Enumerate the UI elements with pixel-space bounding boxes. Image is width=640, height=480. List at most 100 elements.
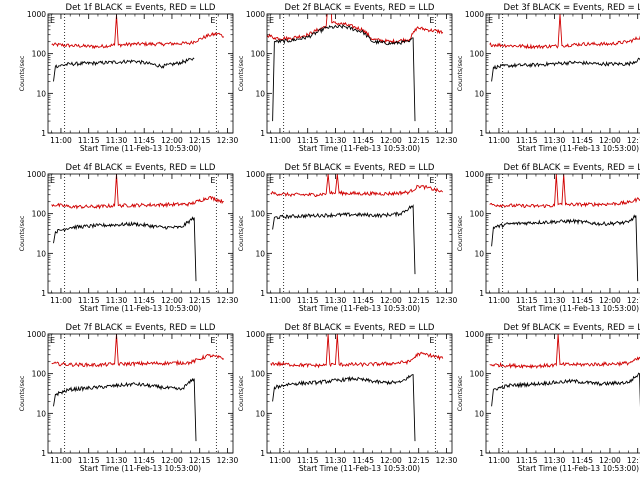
- y-tick-label: 1000: [246, 10, 265, 19]
- x-tick-label: 11:45: [352, 136, 374, 145]
- x-tick-label: 11:45: [571, 456, 593, 465]
- lld-series: [51, 14, 225, 50]
- x-tick-label: 12:15: [627, 296, 640, 305]
- x-axis-label: Start Time (11-Feb-13 10:53:00): [518, 464, 639, 473]
- lld-series: [489, 174, 640, 209]
- y-tick-label: 1000: [246, 170, 265, 179]
- lld-series: [267, 14, 444, 45]
- x-tick-label: 11:00: [50, 136, 72, 145]
- y-tick-label: 1000: [246, 330, 265, 339]
- y-tick-label: 10: [474, 409, 484, 418]
- y-tick-label: 1: [479, 289, 484, 298]
- y-tick-label: 1: [479, 449, 484, 458]
- y-axis-label: Counts/sec: [18, 375, 26, 411]
- x-tick-label: 11:00: [488, 456, 510, 465]
- event-end-marker: E: [210, 16, 215, 25]
- events-series: [53, 57, 195, 82]
- y-tick-label: 1000: [27, 10, 46, 19]
- x-axis-label: Start Time (11-Feb-13 10:53:00): [80, 464, 201, 473]
- y-tick-label: 1: [41, 289, 46, 298]
- chart-title: Det 8f BLACK = Events, RED = LLD: [285, 323, 435, 333]
- chart-title: Det 5f BLACK = Events, RED = LLD: [285, 163, 435, 173]
- y-axis-label: Counts/sec: [18, 215, 26, 251]
- x-tick-label: 12:15: [408, 296, 430, 305]
- plot-frame: [266, 173, 453, 294]
- x-tick-label: 11:00: [269, 136, 291, 145]
- event-start-marker: E: [50, 176, 55, 185]
- y-axis-label: Counts/sec: [456, 215, 464, 251]
- chart-title: Det 2f BLACK = Events, RED = LLD: [285, 3, 435, 13]
- x-tick-label: 12:30: [217, 456, 239, 465]
- x-tick-label: 11:15: [78, 296, 100, 305]
- plot-frame: [485, 13, 640, 134]
- x-tick-label: 11:45: [571, 296, 593, 305]
- x-tick-label: 12:15: [189, 136, 211, 145]
- y-tick-label: 10: [255, 409, 265, 418]
- y-tick-label: 10: [36, 409, 46, 418]
- y-tick-label: 1: [260, 129, 265, 138]
- y-tick-label: 100: [32, 50, 47, 59]
- chart-panel-4: Det 4f BLACK = Events, RED = LLD E E 1 10 100…: [18, 163, 238, 313]
- x-tick-label: 12:00: [380, 456, 402, 465]
- events-series: [491, 372, 640, 408]
- y-axis-label: Counts/sec: [237, 55, 245, 91]
- event-start-marker: E: [488, 176, 493, 185]
- x-tick-label: 12:30: [217, 136, 239, 145]
- x-tick-label: 11:00: [269, 456, 291, 465]
- x-tick-label: 12:00: [599, 136, 621, 145]
- y-tick-label: 10: [255, 249, 265, 258]
- x-tick-label: 11:15: [297, 456, 319, 465]
- x-tick-label: 12:30: [436, 296, 458, 305]
- x-tick-label: 12:30: [217, 296, 239, 305]
- chart-title: Det 9f BLACK = Events, RED = LLD: [504, 323, 640, 333]
- events-series: [491, 214, 639, 282]
- plot-frame: [485, 173, 640, 294]
- x-tick-label: 11:30: [106, 456, 128, 465]
- chart-panel-8: Det 8f BLACK = Events, RED = LLD E E 1 10 100…: [237, 323, 457, 473]
- event-start-marker: E: [50, 336, 55, 345]
- x-tick-label: 12:00: [380, 296, 402, 305]
- x-tick-label: 11:30: [325, 136, 347, 145]
- x-tick-label: 11:15: [516, 456, 538, 465]
- plot-frame: [266, 333, 453, 454]
- chart-panel-9: Det 9f BLACK = Events, RED = LLDEE110100…: [456, 323, 640, 473]
- x-tick-label: 11:30: [544, 296, 566, 305]
- y-tick-label: 100: [32, 210, 47, 219]
- y-tick-label: 1000: [465, 170, 484, 179]
- y-axis-label: Counts/sec: [456, 55, 464, 91]
- x-tick-label: 12:00: [161, 136, 183, 145]
- y-tick-label: 100: [470, 370, 485, 379]
- x-tick-label: 11:15: [297, 136, 319, 145]
- chart-title: Det 4f BLACK = Events, RED = LLD: [66, 163, 216, 173]
- x-axis-label: Start Time (11-Feb-13 10:53:00): [518, 144, 639, 153]
- y-axis-label: Counts/sec: [237, 375, 245, 411]
- event-start-marker: E: [269, 336, 274, 345]
- plot-frame: [47, 13, 234, 134]
- events-series: [272, 204, 416, 275]
- x-tick-label: 11:30: [544, 456, 566, 465]
- lld-series: [270, 334, 444, 369]
- plot-frame: [47, 173, 234, 294]
- x-tick-label: 11:15: [78, 456, 100, 465]
- x-tick-label: 11:00: [269, 296, 291, 305]
- x-tick-label: 12:15: [408, 456, 430, 465]
- x-axis-label: Start Time (11-Feb-13 10:53:00): [80, 304, 201, 313]
- x-tick-label: 11:30: [325, 456, 347, 465]
- x-tick-label: 11:45: [352, 296, 374, 305]
- y-tick-label: 10: [255, 89, 265, 98]
- y-tick-label: 1000: [465, 10, 484, 19]
- x-tick-label: 11:15: [516, 136, 538, 145]
- y-axis-label: Counts/sec: [18, 55, 26, 91]
- x-tick-label: 12:30: [436, 136, 458, 145]
- y-tick-label: 1: [41, 129, 46, 138]
- x-tick-label: 12:00: [599, 456, 621, 465]
- x-tick-label: 11:00: [488, 136, 510, 145]
- y-tick-label: 100: [251, 370, 266, 379]
- x-tick-label: 11:00: [50, 456, 72, 465]
- plot-frame: [47, 333, 234, 454]
- lld-series: [51, 174, 224, 210]
- y-tick-label: 1: [41, 449, 46, 458]
- y-tick-label: 1000: [27, 170, 46, 179]
- x-tick-label: 11:45: [133, 456, 155, 465]
